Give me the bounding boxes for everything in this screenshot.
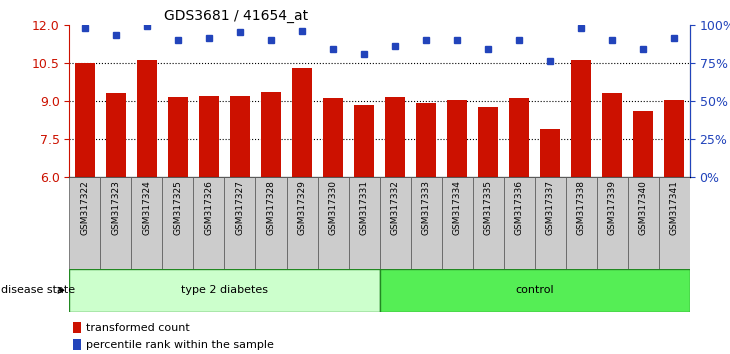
Text: disease state: disease state xyxy=(1,285,75,295)
Text: GSM317327: GSM317327 xyxy=(236,180,245,235)
Bar xyxy=(261,92,281,177)
Bar xyxy=(540,129,561,177)
Bar xyxy=(509,98,529,177)
Bar xyxy=(137,60,157,177)
Bar xyxy=(106,93,126,177)
Bar xyxy=(504,177,534,269)
Bar xyxy=(131,177,162,269)
Text: GSM317332: GSM317332 xyxy=(391,180,399,235)
Bar xyxy=(380,177,410,269)
Bar xyxy=(602,93,623,177)
Bar xyxy=(380,269,690,312)
Bar xyxy=(230,96,250,177)
Text: transformed count: transformed count xyxy=(86,323,190,333)
Bar xyxy=(101,177,131,269)
Bar xyxy=(628,177,658,269)
Bar xyxy=(318,177,348,269)
Text: GSM317334: GSM317334 xyxy=(453,180,461,235)
Bar xyxy=(571,60,591,177)
Text: percentile rank within the sample: percentile rank within the sample xyxy=(86,340,274,350)
Bar xyxy=(193,177,225,269)
Bar xyxy=(74,63,95,177)
Text: GSM317330: GSM317330 xyxy=(328,180,337,235)
Text: GSM317325: GSM317325 xyxy=(174,180,182,235)
Text: control: control xyxy=(515,285,554,295)
Bar xyxy=(416,103,437,177)
Bar xyxy=(478,107,499,177)
Bar xyxy=(199,96,219,177)
Bar xyxy=(69,177,100,269)
Text: GDS3681 / 41654_at: GDS3681 / 41654_at xyxy=(164,9,308,23)
Bar xyxy=(73,322,81,333)
Text: GSM317326: GSM317326 xyxy=(204,180,213,235)
Bar xyxy=(473,177,504,269)
Bar xyxy=(566,177,596,269)
Text: GSM317323: GSM317323 xyxy=(112,180,120,235)
Bar xyxy=(69,269,380,312)
Bar xyxy=(224,177,255,269)
Text: GSM317331: GSM317331 xyxy=(360,180,369,235)
Bar xyxy=(354,105,374,177)
Bar xyxy=(349,177,380,269)
Text: GSM317335: GSM317335 xyxy=(484,180,493,235)
Bar xyxy=(447,99,467,177)
Text: GSM317341: GSM317341 xyxy=(670,180,679,235)
Text: GSM317338: GSM317338 xyxy=(577,180,585,235)
Bar xyxy=(255,177,286,269)
Bar xyxy=(286,177,318,269)
Text: GSM317333: GSM317333 xyxy=(422,180,431,235)
Bar xyxy=(385,97,405,177)
Bar xyxy=(534,177,566,269)
Text: type 2 diabetes: type 2 diabetes xyxy=(181,285,268,295)
Text: GSM317322: GSM317322 xyxy=(80,180,89,234)
Bar xyxy=(323,98,343,177)
Text: GSM317337: GSM317337 xyxy=(546,180,555,235)
Bar xyxy=(596,177,628,269)
Bar xyxy=(633,111,653,177)
Bar xyxy=(658,177,690,269)
Bar xyxy=(442,177,473,269)
Bar xyxy=(292,68,312,177)
Bar xyxy=(73,339,81,350)
Text: GSM317339: GSM317339 xyxy=(608,180,617,235)
Text: GSM317336: GSM317336 xyxy=(515,180,523,235)
Text: GSM317340: GSM317340 xyxy=(639,180,648,235)
Text: GSM317329: GSM317329 xyxy=(298,180,307,235)
Bar xyxy=(410,177,442,269)
Bar xyxy=(168,97,188,177)
Text: GSM317324: GSM317324 xyxy=(142,180,151,234)
Bar xyxy=(664,99,685,177)
Bar xyxy=(162,177,193,269)
Text: GSM317328: GSM317328 xyxy=(266,180,275,235)
